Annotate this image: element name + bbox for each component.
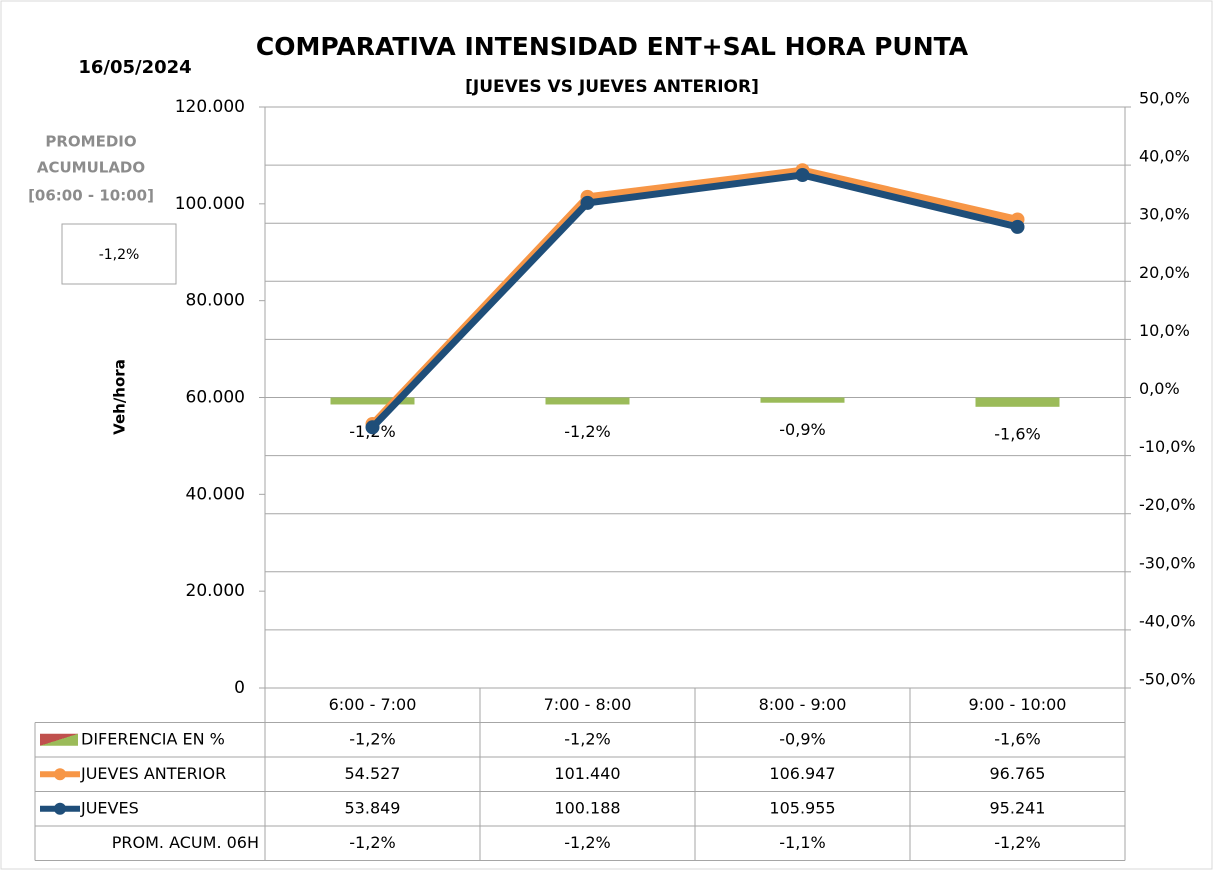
table-cell: -1,6%: [994, 729, 1040, 748]
data-label: -0,9%: [779, 420, 825, 439]
data-label: -1,2%: [564, 422, 610, 441]
line: [369, 171, 1019, 430]
legend-key: [40, 733, 78, 746]
table-cell: -1,2%: [564, 729, 610, 748]
table-cell: 54.527: [345, 764, 401, 783]
y2-tick-label: 30,0%: [1139, 205, 1190, 224]
y-tick-label: 100.000: [175, 194, 245, 214]
y2-tick-label: 50,0%: [1139, 89, 1190, 108]
chart-subtitle: [JUEVES VS JUEVES ANTERIOR]: [465, 77, 759, 97]
y2-tick-label: -50,0%: [1139, 670, 1196, 689]
table-row-label: PROM. ACUM. 06H: [112, 833, 259, 852]
y-axis-title: Veh/hora: [111, 359, 129, 435]
x-tick-label: 6:00 - 7:00: [329, 695, 417, 714]
y2-tick-label: 0,0%: [1139, 379, 1180, 398]
y2-tick-label: -40,0%: [1139, 611, 1196, 630]
table-cell: -1,1%: [779, 833, 825, 852]
y-tick-label: 0: [234, 678, 245, 698]
chart-title: COMPARATIVA INTENSIDAD ENT+SAL HORA PUNT…: [256, 32, 969, 61]
bar: [975, 397, 1060, 407]
summary-title: [06:00 - 10:00]: [28, 187, 154, 205]
table-cell: -1,2%: [349, 833, 395, 852]
legend-label: JUEVES: [80, 798, 139, 817]
marker: [795, 168, 810, 183]
table-cell: 100.188: [554, 798, 620, 817]
y2-tick-label: -20,0%: [1139, 495, 1196, 514]
bar: [760, 397, 845, 403]
table-cell: -1,2%: [349, 729, 395, 748]
table-cell: -1,2%: [564, 833, 610, 852]
line: [369, 166, 1019, 427]
table-cell: 105.955: [769, 798, 835, 817]
y2-tick-label: -10,0%: [1139, 437, 1196, 456]
y2-tick-label: 10,0%: [1139, 321, 1190, 340]
legend-label: DIFERENCIA EN %: [81, 729, 225, 748]
x-tick-label: 8:00 - 9:00: [759, 695, 847, 714]
y-tick-label: 40.000: [186, 484, 245, 504]
bar: [545, 397, 630, 405]
y2-tick-label: 20,0%: [1139, 263, 1190, 282]
table-cell: 96.765: [990, 764, 1046, 783]
data-label: -1,6%: [994, 424, 1040, 443]
legend-label: JUEVES ANTERIOR: [80, 764, 226, 783]
table-cell: -0,9%: [779, 729, 825, 748]
summary-title: PROMEDIO: [45, 133, 136, 151]
x-tick-label: 7:00 - 8:00: [544, 695, 632, 714]
legend-key: [54, 768, 66, 781]
marker: [365, 420, 380, 435]
table-cell: 95.241: [990, 798, 1046, 817]
marker: [580, 195, 595, 210]
y-tick-label: 120.000: [175, 97, 245, 117]
bar: [330, 397, 415, 405]
summary-title: ACUMULADO: [37, 159, 145, 177]
table-cell: 106.947: [769, 764, 835, 783]
table-cell: -1,2%: [994, 833, 1040, 852]
y-tick-label: 60.000: [186, 388, 245, 408]
date: 16/05/2024: [78, 57, 191, 78]
y2-tick-label: 40,0%: [1139, 147, 1190, 166]
y2-tick-label: -30,0%: [1139, 553, 1196, 572]
table-cell: 53.849: [345, 798, 401, 817]
table-cell: 101.440: [554, 764, 620, 783]
x-tick-label: 9:00 - 10:00: [969, 695, 1067, 714]
summary-value: -1,2%: [99, 247, 140, 263]
legend-key: [54, 802, 66, 815]
marker: [1010, 219, 1025, 234]
y-tick-label: 20.000: [186, 581, 245, 601]
summary-box: [61, 223, 177, 285]
y-tick-label: 80.000: [186, 291, 245, 311]
